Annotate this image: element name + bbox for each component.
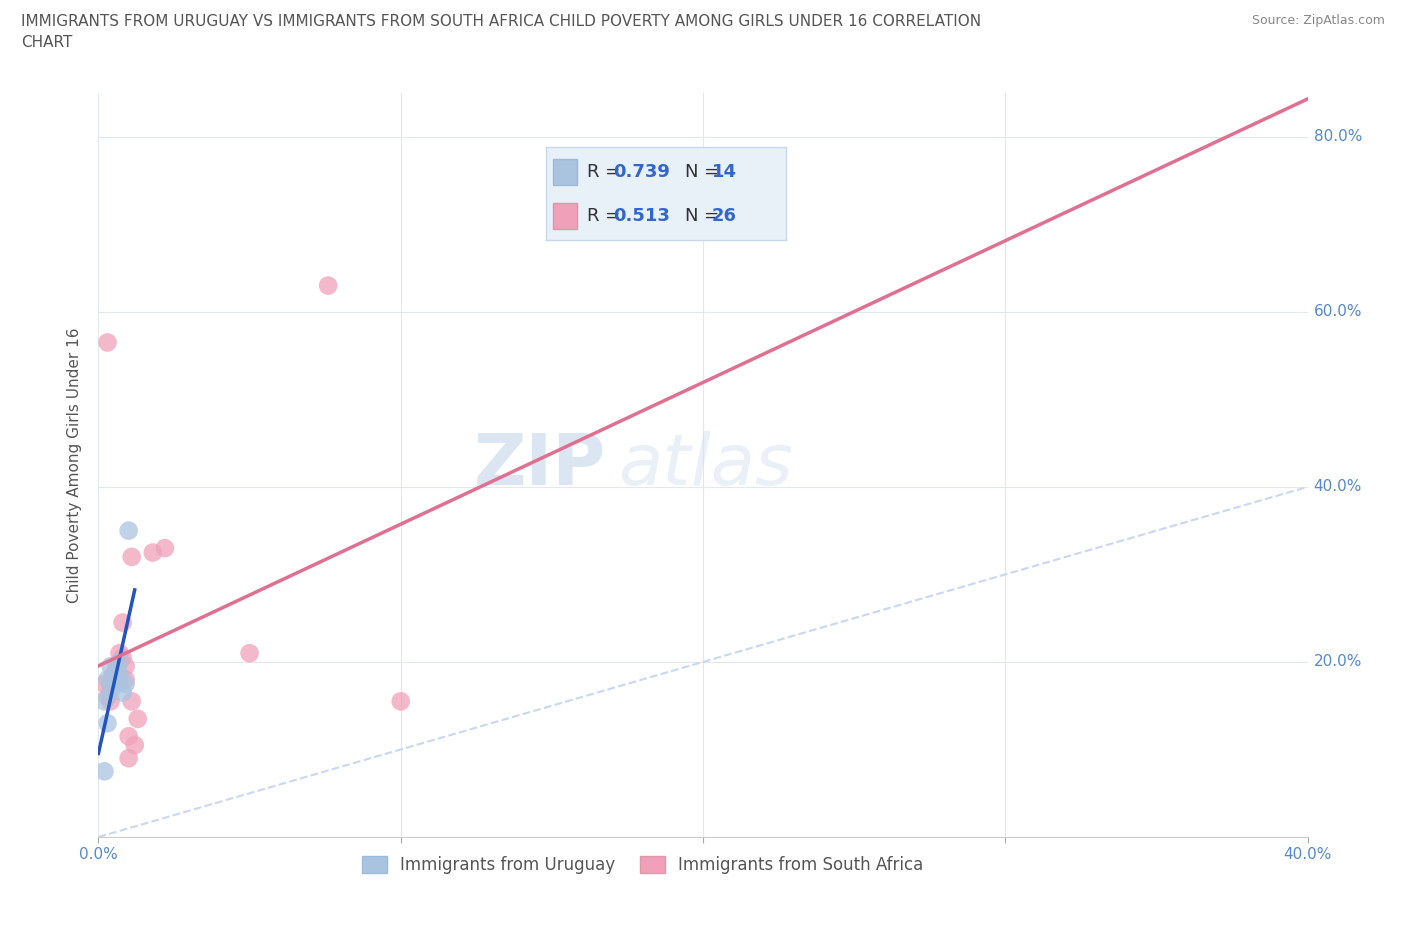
Point xyxy=(111,615,134,630)
Point xyxy=(118,524,141,538)
Text: ZIP: ZIP xyxy=(474,431,606,499)
Text: atlas: atlas xyxy=(619,431,793,499)
Point xyxy=(93,694,115,709)
Point xyxy=(108,668,131,683)
Text: IMMIGRANTS FROM URUGUAY VS IMMIGRANTS FROM SOUTH AFRICA CHILD POVERTY AMONG GIRL: IMMIGRANTS FROM URUGUAY VS IMMIGRANTS FR… xyxy=(21,14,981,29)
Point xyxy=(153,540,176,555)
Point xyxy=(96,689,118,704)
Point xyxy=(108,672,131,687)
Text: 40.0%: 40.0% xyxy=(1313,479,1362,495)
Point xyxy=(103,668,125,683)
Point xyxy=(114,658,136,673)
Text: R =: R = xyxy=(586,207,626,225)
Text: 0.739: 0.739 xyxy=(613,163,671,180)
Point xyxy=(100,658,122,673)
Point xyxy=(111,685,134,700)
Point xyxy=(114,672,136,687)
Point xyxy=(96,716,118,731)
Point xyxy=(118,751,141,765)
Bar xyxy=(554,159,578,185)
Point xyxy=(389,694,412,709)
Point xyxy=(100,685,122,700)
Point xyxy=(108,655,131,670)
Text: 80.0%: 80.0% xyxy=(1313,129,1362,144)
Point xyxy=(93,764,115,778)
Point xyxy=(96,672,118,687)
Point xyxy=(100,676,122,691)
Text: Source: ZipAtlas.com: Source: ZipAtlas.com xyxy=(1251,14,1385,27)
Text: CHART: CHART xyxy=(21,35,73,50)
Point xyxy=(114,676,136,691)
Point xyxy=(121,550,143,565)
Point xyxy=(103,668,125,683)
Point xyxy=(105,672,128,687)
Point xyxy=(93,676,115,691)
Text: R =: R = xyxy=(586,163,626,180)
Text: N =: N = xyxy=(685,207,725,225)
Legend: Immigrants from Uruguay, Immigrants from South Africa: Immigrants from Uruguay, Immigrants from… xyxy=(354,849,931,881)
Text: 60.0%: 60.0% xyxy=(1313,304,1362,319)
Point xyxy=(316,278,339,293)
Point xyxy=(142,545,165,560)
Point xyxy=(111,650,134,665)
Point xyxy=(124,737,146,752)
Point xyxy=(108,645,131,660)
Point xyxy=(105,658,128,673)
Text: 14: 14 xyxy=(711,163,737,180)
Point xyxy=(105,676,128,691)
Text: 26: 26 xyxy=(711,207,737,225)
Point xyxy=(239,645,262,660)
Point xyxy=(121,694,143,709)
Point xyxy=(96,335,118,350)
Y-axis label: Child Poverty Among Girls Under 16: Child Poverty Among Girls Under 16 xyxy=(67,327,83,603)
Bar xyxy=(554,204,578,230)
Point xyxy=(100,694,122,709)
Point xyxy=(127,711,149,726)
Text: N =: N = xyxy=(685,163,725,180)
Point xyxy=(105,663,128,678)
Text: 20.0%: 20.0% xyxy=(1313,655,1362,670)
Point xyxy=(103,672,125,687)
Point xyxy=(118,729,141,744)
Text: 0.513: 0.513 xyxy=(613,207,671,225)
